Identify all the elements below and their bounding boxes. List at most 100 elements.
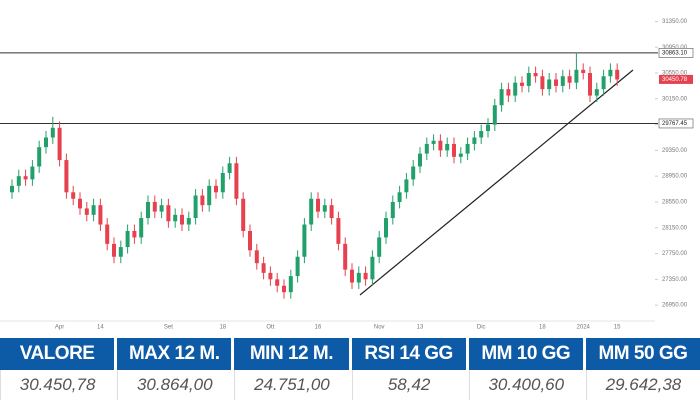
candle-body xyxy=(44,137,48,148)
candle-body xyxy=(10,185,14,193)
candle-body xyxy=(152,201,157,212)
candle-body xyxy=(146,201,150,219)
x-tick-label: Ott xyxy=(266,325,274,331)
reference-label-box xyxy=(658,118,694,129)
stat-header: MM 50 GG xyxy=(585,338,700,370)
reference-label: 29767.45 xyxy=(662,121,688,127)
candle-body xyxy=(37,147,42,167)
candle-body xyxy=(275,279,280,286)
candle-body xyxy=(322,205,327,212)
candle-body xyxy=(431,140,436,144)
candle-body xyxy=(526,73,531,86)
candle-body xyxy=(241,198,246,231)
candle-body xyxy=(554,79,558,86)
y-tick-label: 28950.00 xyxy=(662,174,688,180)
x-tick-label: 15 xyxy=(614,325,621,331)
candle-body xyxy=(302,224,307,257)
x-tick-label: 18 xyxy=(539,325,546,331)
candle-body xyxy=(254,250,259,264)
x-tick-label: 16 xyxy=(315,325,322,331)
x-tick-label: 2024 xyxy=(577,325,591,331)
candle-body xyxy=(513,82,518,96)
candle-body xyxy=(411,166,416,180)
stat-column: MAX 12 M. 30.864,00 xyxy=(117,338,232,400)
y-tick-label: 27750.00 xyxy=(662,251,688,257)
candle-body xyxy=(207,185,212,206)
candle-body xyxy=(64,160,69,193)
candle-body xyxy=(295,256,300,277)
x-tick-label: Set xyxy=(164,325,173,331)
y-tick-label: 30550.00 xyxy=(662,71,688,77)
candle-body xyxy=(370,256,375,280)
candle-body xyxy=(363,272,368,280)
stat-value: 30.400,60 xyxy=(468,370,583,400)
candle-body xyxy=(567,76,572,83)
candle-body xyxy=(105,224,110,244)
candle-body xyxy=(57,127,62,161)
candle-body xyxy=(547,79,552,90)
stat-value: 30.864,00 xyxy=(117,370,231,400)
candle-body xyxy=(248,230,252,251)
candle-body xyxy=(601,76,606,90)
stat-column: MM 10 GG 30.400,60 xyxy=(468,338,583,400)
candle-body xyxy=(404,179,409,193)
stat-column: VALORE 30.450,78 xyxy=(0,338,115,400)
candle-body xyxy=(139,218,144,238)
y-tick-label: 31350.00 xyxy=(662,19,688,25)
candle-body xyxy=(268,272,273,280)
candle-body xyxy=(118,247,123,257)
x-tick-label: Apr xyxy=(55,325,64,331)
candle-body xyxy=(50,127,55,138)
candle-body xyxy=(71,192,76,199)
candle-body xyxy=(214,185,218,193)
candle-body xyxy=(499,89,504,106)
stat-column: RSI 14 GG 58,42 xyxy=(351,338,466,400)
candle-body xyxy=(486,124,490,132)
candle-body xyxy=(356,272,361,283)
x-tick-label: 14 xyxy=(97,325,104,331)
candle-body xyxy=(424,143,429,154)
stat-value: 58,42 xyxy=(351,370,466,400)
candle-body xyxy=(180,214,184,225)
candle-body xyxy=(329,205,334,219)
y-tick-label: 28150.00 xyxy=(662,225,688,231)
last-price-box xyxy=(659,74,693,84)
candle-body xyxy=(336,218,341,244)
candle-body xyxy=(390,201,395,219)
y-tick-label: 30150.00 xyxy=(662,96,688,102)
reference-label: 30863.10 xyxy=(662,50,688,56)
candle-body xyxy=(261,263,266,273)
x-tick-label: 13 xyxy=(417,325,424,331)
candle-body xyxy=(23,176,28,180)
trend-line xyxy=(359,69,634,296)
candle-body xyxy=(282,285,286,293)
candle-body xyxy=(438,140,443,151)
candle-body xyxy=(397,192,402,202)
candle-body xyxy=(84,208,89,215)
candle-body xyxy=(479,131,484,138)
candle-body xyxy=(132,230,137,238)
stat-column: MIN 12 M. 24.751,00 xyxy=(234,338,349,400)
candle-body xyxy=(533,73,538,77)
candle-body xyxy=(343,243,348,270)
candle-body xyxy=(492,105,497,125)
stat-value: 30.450,78 xyxy=(0,370,114,400)
x-tick-label: Dic xyxy=(477,325,486,331)
candle-body xyxy=(78,198,82,209)
candle-body xyxy=(418,153,422,167)
candle-body xyxy=(288,276,293,293)
candle-body xyxy=(350,269,354,283)
y-tick-label: 29350.00 xyxy=(662,148,688,154)
stat-value: 24.751,00 xyxy=(234,370,348,400)
candle-body xyxy=(16,176,21,186)
candle-body xyxy=(98,205,103,225)
y-tick-label: 30950.00 xyxy=(662,45,688,51)
candle-body xyxy=(506,89,511,96)
candle-body xyxy=(540,76,545,90)
candle-body xyxy=(465,143,470,154)
candle-body xyxy=(588,73,592,96)
x-tick-label: Nov xyxy=(374,325,385,331)
candle-body xyxy=(608,69,613,77)
candle-body xyxy=(186,218,191,225)
